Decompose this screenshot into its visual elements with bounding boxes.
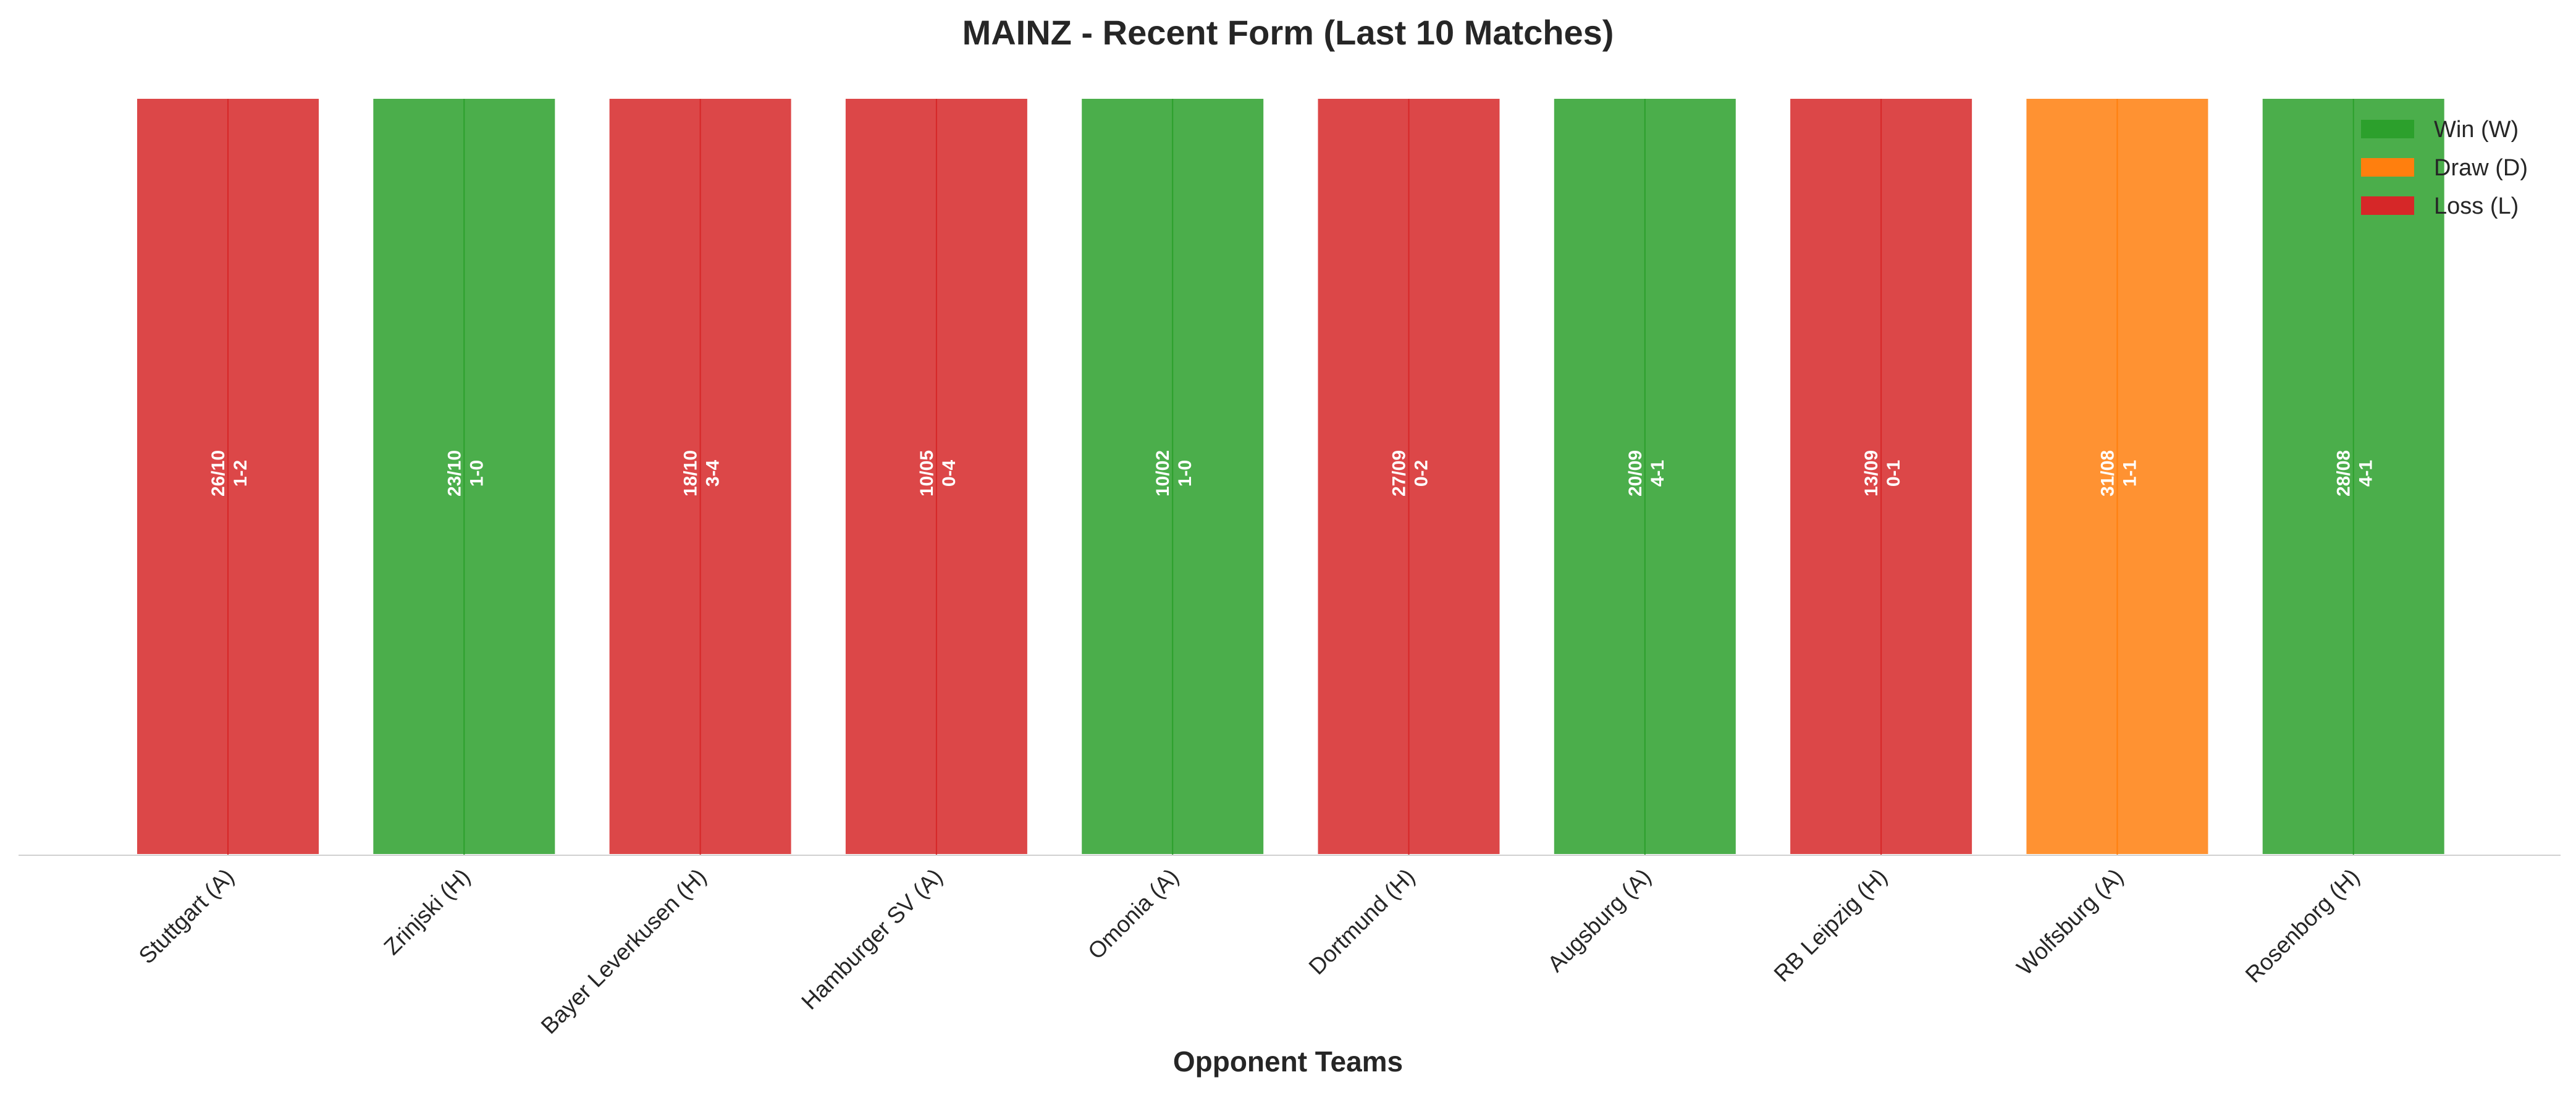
match-score: 0-4 [939, 460, 959, 487]
bar-label-6: 27/09 0-2 [1389, 450, 1432, 496]
match-score: 1-0 [1175, 460, 1195, 487]
match-date: 10/05 [917, 450, 937, 496]
x-tick-label-10: Rosenborg (H) [2241, 864, 2365, 988]
x-tick-label-6: Dortmund (H) [1304, 864, 1420, 979]
bar-label-2: 23/10 1-0 [444, 450, 487, 496]
bars-group: 26/10 1-2 23/10 1-0 18/10 3-4 10/05 0-4 10/02 1-0… [135, 96, 2447, 856]
match-date: 28/08 [2334, 450, 2354, 496]
match-score: 4-1 [1648, 460, 1668, 487]
bar-label-3: 18/10 3-4 [681, 450, 723, 496]
match-date: 27/09 [1389, 450, 1410, 496]
bar-label-10: 28/08 4-1 [2334, 450, 2376, 496]
match-score: 1-2 [230, 460, 251, 487]
match-score: 4-1 [2356, 460, 2376, 487]
x-tick-label-2: Zrinjski (H) [379, 864, 475, 960]
match-score: 1-0 [466, 460, 487, 487]
x-tick-label-1: Stuttgart (A) [134, 864, 239, 969]
legend-label-w: Win (W) [2434, 117, 2519, 143]
legend-label-l: Loss (L) [2434, 193, 2519, 219]
bar-label-8: 13/09 0-1 [1861, 450, 1904, 496]
bar-group-3: 18/10 3-4 [607, 96, 794, 856]
bar-group-8: 13/09 0-1 [1788, 96, 1975, 856]
bar-group-5: 10/02 1-0 [1079, 96, 1266, 856]
match-score: 3-4 [703, 460, 723, 487]
match-score: 1-1 [2119, 460, 2140, 487]
x-tick-label-5: Omonia (A) [1083, 864, 1184, 965]
match-date: 18/10 [681, 450, 701, 496]
match-score: 0-2 [1412, 460, 1432, 487]
match-date: 23/10 [444, 450, 465, 496]
legend: Win (W) Draw (D) Loss (L) [2361, 117, 2528, 219]
legend-swatch-l [2361, 196, 2414, 215]
legend-swatch-w [2361, 120, 2414, 138]
bar-label-1: 26/10 1-2 [208, 450, 251, 496]
match-date: 26/10 [208, 450, 229, 496]
match-date: 10/02 [1153, 450, 1173, 496]
x-axis-label: Opponent Teams [1173, 1045, 1403, 1078]
x-tick-label-3: Bayer Leverkusen (H) [536, 864, 711, 1039]
bar-group-7: 20/09 4-1 [1551, 96, 1738, 856]
x-tick-label-7: Augsburg (A) [1543, 864, 1656, 977]
bar-label-4: 10/05 0-4 [917, 450, 959, 496]
x-tick-label-8: RB Leipzig (H) [1769, 864, 1892, 987]
legend-swatch-d [2361, 158, 2414, 177]
bar-group-1: 26/10 1-2 [135, 96, 321, 856]
bar-group-4: 10/05 0-4 [843, 96, 1030, 856]
chart-title: MAINZ - Recent Form (Last 10 Matches) [962, 13, 1614, 52]
bar-label-7: 20/09 4-1 [1625, 450, 1668, 496]
bar-group-6: 27/09 0-2 [1315, 96, 1502, 856]
match-date: 13/09 [1861, 450, 1882, 496]
bar-label-9: 31/08 1-1 [2097, 450, 2140, 496]
x-tick-label-4: Hamburger SV (A) [796, 864, 947, 1015]
match-score: 0-1 [1884, 460, 1904, 487]
match-date: 31/08 [2097, 450, 2118, 496]
match-date: 20/09 [1625, 450, 1646, 496]
bar-group-2: 23/10 1-0 [371, 96, 558, 856]
bar-group-9: 31/08 1-1 [2024, 96, 2211, 856]
x-tick-labels: Stuttgart (A) Zrinjski (H) Bayer Leverkuse… [134, 864, 2365, 1039]
bar-group-10: 28/08 4-1 [2260, 96, 2447, 856]
legend-label-d: Draw (D) [2434, 155, 2528, 181]
bar-label-5: 10/02 1-0 [1153, 450, 1195, 496]
x-tick-label-9: Wolfsburg (A) [2012, 864, 2128, 980]
